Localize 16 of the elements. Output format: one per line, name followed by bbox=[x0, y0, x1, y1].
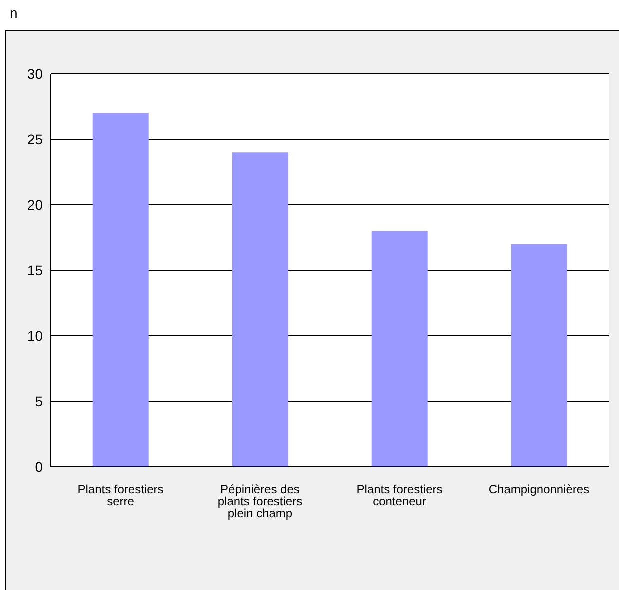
x-tick-label: Champignonnières bbox=[488, 482, 590, 497]
y-tick-label: 0 bbox=[35, 458, 44, 475]
bar bbox=[511, 244, 568, 467]
x-tick-label: Plants forestiers conteneur bbox=[356, 482, 443, 509]
bar bbox=[372, 231, 428, 467]
bar bbox=[92, 113, 149, 467]
x-tick-label: Pépinières des plants forestiers plein champ bbox=[218, 482, 303, 521]
x-tick-label: Plants forestiers serre bbox=[78, 482, 164, 509]
y-tick-label: 25 bbox=[27, 131, 44, 148]
y-tick-label: 10 bbox=[27, 328, 44, 344]
y-tick-label: 15 bbox=[27, 262, 44, 278]
bar bbox=[232, 152, 288, 467]
y-tick-label: 30 bbox=[27, 66, 44, 82]
y-axis-title: n bbox=[9, 4, 19, 23]
y-tick-label: 5 bbox=[35, 393, 44, 410]
y-tick-label: 20 bbox=[27, 196, 44, 213]
